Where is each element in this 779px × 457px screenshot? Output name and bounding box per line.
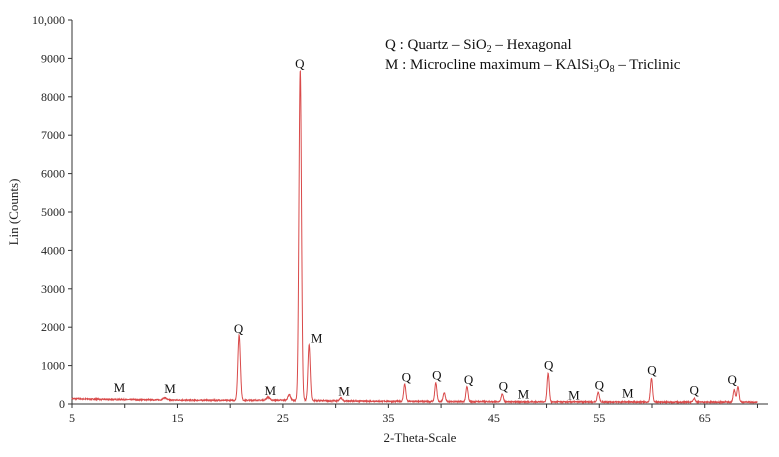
legend: Q : Quartz – SiO2 – Hexagonal M : Microcl… <box>385 37 681 75</box>
peak-label-q: Q <box>295 56 305 71</box>
y-tick-label: 5000 <box>41 205 65 219</box>
peak-label-m: M <box>622 385 634 400</box>
y-tick-label: 1000 <box>41 359 65 373</box>
y-tick-label: 6000 <box>41 167 65 181</box>
peak-label-q: Q <box>234 321 244 336</box>
x-tick-label: 25 <box>277 411 289 425</box>
x-tick-label: 5 <box>69 411 75 425</box>
peak-label-m: M <box>311 330 323 345</box>
x-axis-label: 2-Theta-Scale <box>384 430 457 445</box>
peak-label-q: Q <box>499 378 509 393</box>
peak-label-m: M <box>568 387 580 402</box>
peak-label-m: M <box>264 383 276 398</box>
y-ticks: 0 1000 2000 3000 4000 5000 6000 7000 8000 9000 10,… <box>32 13 72 411</box>
peak-label-m: M <box>518 387 530 402</box>
x-tick-label: 65 <box>699 411 711 425</box>
x-tick-label: 35 <box>382 411 394 425</box>
peak-label-q: Q <box>647 362 657 377</box>
peak-label-q: Q <box>595 377 605 392</box>
y-axis-label: Lin (Counts) <box>6 179 21 246</box>
peak-label-q: Q <box>402 369 412 384</box>
peak-label-q: Q <box>464 372 474 387</box>
y-tick-label: 4000 <box>41 243 65 257</box>
x-tick-label: 15 <box>171 411 183 425</box>
y-tick-label: 3000 <box>41 282 65 296</box>
x-ticks: 5 15 25 35 45 55 65 <box>69 404 758 425</box>
axes <box>71 20 768 405</box>
peak-label-q: Q <box>689 383 699 398</box>
y-tick-label: 8000 <box>41 90 65 104</box>
legend-entry: M : Microcline maximum – KAlSi3O8 – Tric… <box>385 57 681 75</box>
peak-label-m: M <box>164 381 176 396</box>
legend-entry: Q : Quartz – SiO2 – Hexagonal <box>385 37 572 55</box>
y-tick-label: 10,000 <box>32 13 65 27</box>
peak-label-m: M <box>114 380 126 395</box>
x-tick-label: 45 <box>488 411 500 425</box>
y-tick-label: 7000 <box>41 128 65 142</box>
peak-label-q: Q <box>727 372 737 387</box>
peak-label-m: M <box>338 383 350 398</box>
y-tick-label: 2000 <box>41 320 65 334</box>
peak-label-q: Q <box>544 357 554 372</box>
x-tick-label: 55 <box>593 411 605 425</box>
y-tick-label: 0 <box>59 397 65 411</box>
diffraction-pattern-line <box>71 69 758 405</box>
peak-label-q: Q <box>432 368 442 383</box>
y-tick-label: 9000 <box>41 51 65 65</box>
